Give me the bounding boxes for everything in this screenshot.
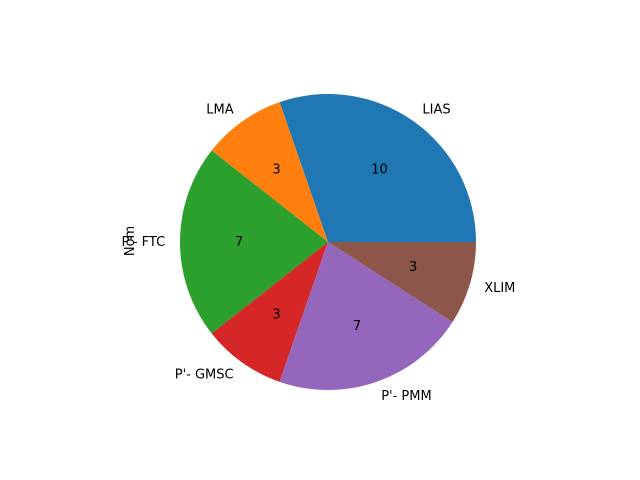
slice-value-label: 3 (409, 260, 417, 275)
slice-value-label: 3 (272, 307, 280, 322)
slice-value-label: 3 (272, 163, 280, 178)
slice-label: LMA (206, 102, 233, 117)
slice-label: XLIM (484, 281, 515, 296)
pie-slice (279, 93, 477, 242)
pie-slice (211, 242, 328, 382)
slice-label: P'- PMM (381, 389, 432, 404)
slice-value-label: 7 (235, 235, 243, 250)
slice-label: P'- FTC (121, 235, 165, 250)
slice-value-label: 10 (371, 163, 388, 178)
pie-slice (328, 242, 476, 323)
pie-slice (179, 150, 328, 334)
pie-slices (179, 93, 477, 391)
pie-labels: LIAS 10 LMA 3 P'- FTC 7 P'- GMSC 3 P'- PMM 7 XLIM 3 (121, 102, 515, 403)
pie-slice (211, 102, 328, 242)
slice-label: LIAS (422, 102, 450, 117)
y-axis-label: Nom (123, 226, 138, 256)
pie-slice (279, 242, 453, 391)
slice-label: P'- GMSC (175, 368, 234, 383)
slice-value-label: 7 (353, 319, 361, 334)
